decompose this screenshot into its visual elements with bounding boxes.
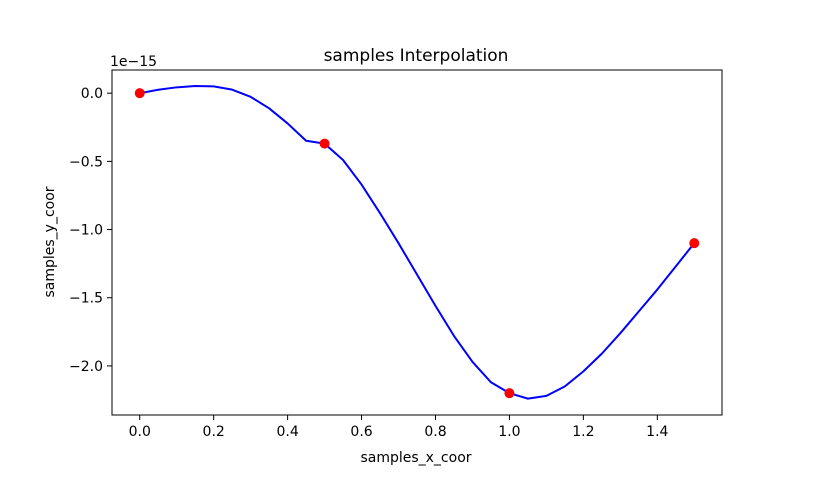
interpolation-curve	[139, 84, 696, 400]
sample-point	[689, 238, 700, 249]
y-axis-label: samples_y_coor	[42, 186, 58, 297]
x-tick-label: 1.4	[646, 424, 668, 440]
tick-layer: 0.0 0.2 0.4 0.6 0.8 1.0 1.2 1.4 0.0 −0.5 −1.0 −1.5 −…	[69, 86, 669, 440]
plot-frame	[111, 69, 723, 416]
y-tick-label: 0.0	[81, 86, 103, 102]
y-axis-offset-label: 1e−15	[110, 54, 157, 70]
x-tick-label: 0.8	[424, 424, 446, 440]
x-tick-label: 1.0	[498, 424, 520, 440]
sample-point	[134, 88, 145, 99]
y-tick-label: −2.0	[69, 359, 103, 375]
y-tick-label: −1.5	[69, 291, 103, 307]
y-tick-label: −1.0	[69, 223, 103, 239]
sample-point	[319, 138, 330, 149]
chart-title: samples Interpolation	[324, 46, 509, 66]
x-tick-label: 0.6	[350, 424, 372, 440]
x-tick-label: 0.2	[203, 424, 225, 440]
sample-point	[504, 388, 515, 399]
x-tick-label: 1.2	[572, 424, 594, 440]
x-tick-label: 0.0	[129, 424, 151, 440]
plot-area	[134, 84, 700, 400]
x-axis-label: samples_x_coor	[360, 450, 471, 466]
y-tick-label: −0.5	[69, 154, 103, 170]
x-tick-label: 0.4	[276, 424, 298, 440]
